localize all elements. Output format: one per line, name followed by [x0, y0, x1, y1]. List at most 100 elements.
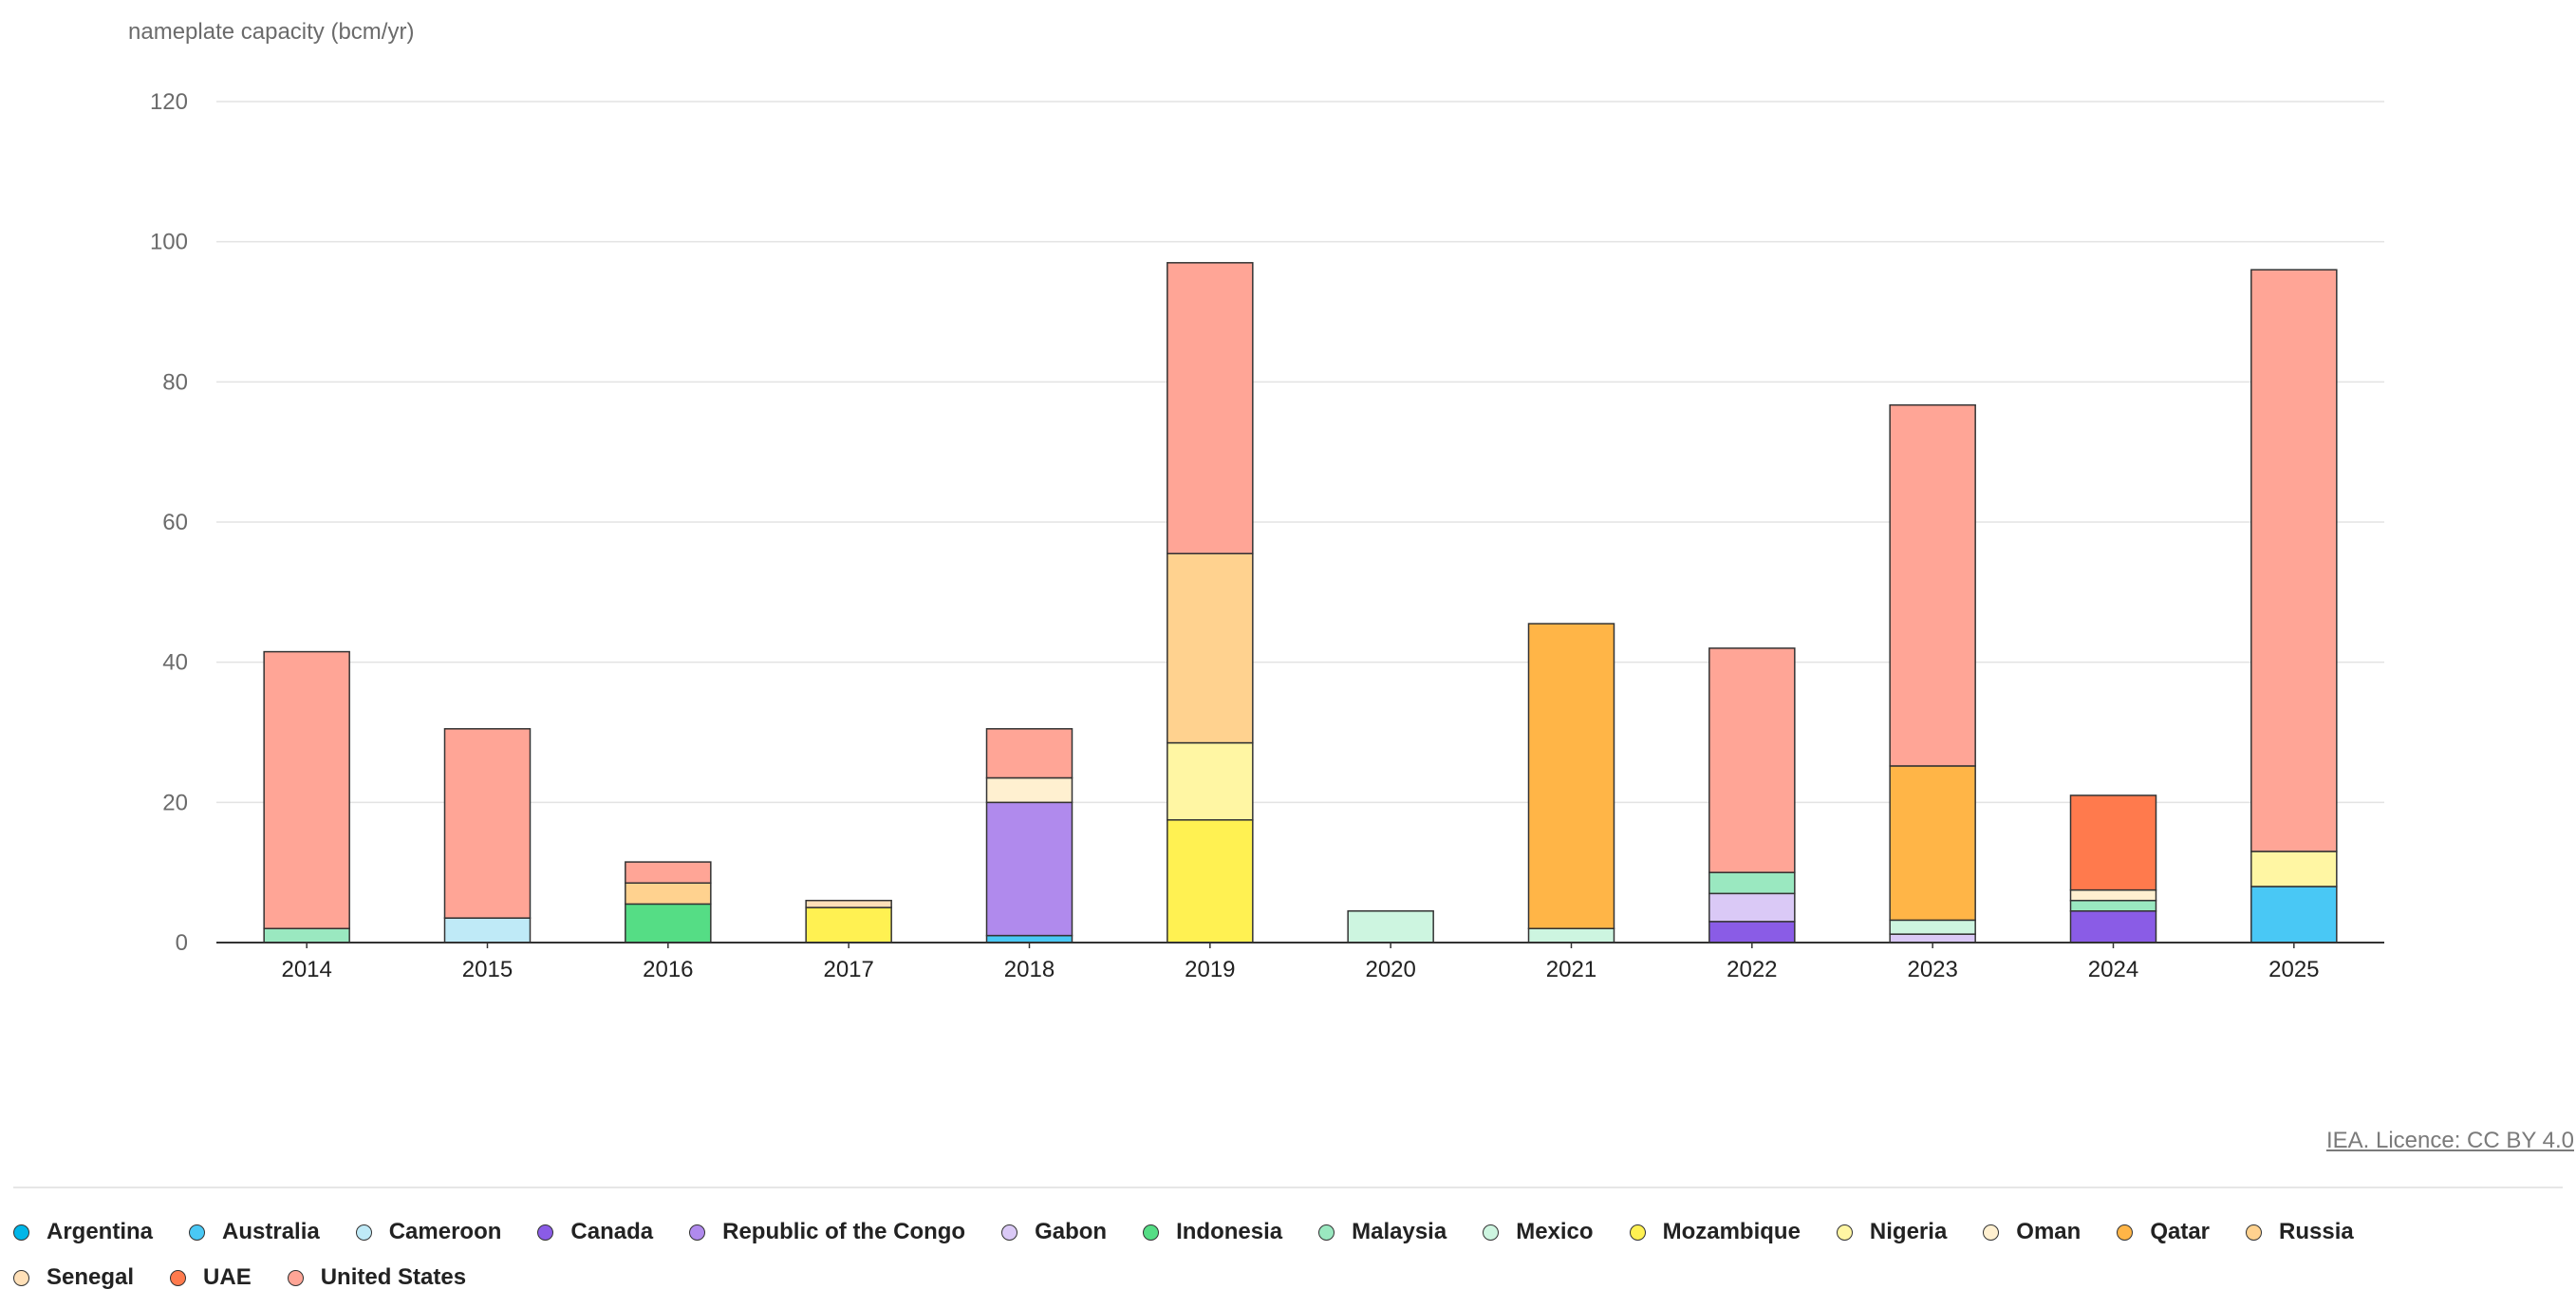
x-tick-label: 2017 [823, 957, 873, 982]
legend-swatch [287, 1269, 304, 1286]
bar-segment[interactable] [263, 650, 350, 929]
legend-swatch [1836, 1224, 1853, 1241]
bar-segment[interactable] [625, 861, 712, 884]
bar-stack-2017 [805, 899, 892, 944]
bar-segment[interactable] [985, 934, 1073, 944]
legend-item[interactable]: Russia [2246, 1217, 2354, 1247]
y-tick-labels: 0 20 40 60 80 100 120 [150, 89, 188, 956]
x-tick-label: 2025 [2268, 957, 2319, 982]
x-tick-label: 2014 [281, 957, 331, 982]
legend-item[interactable]: Nigeria [1836, 1217, 1948, 1247]
legend-item[interactable]: Canada [537, 1217, 653, 1247]
bar-segment[interactable] [985, 728, 1073, 779]
legend-item[interactable]: Gabon [1001, 1217, 1107, 1247]
bar-segment[interactable] [1347, 910, 1434, 944]
legend-swatch [1629, 1224, 1646, 1241]
y-tick-label: 100 [150, 230, 188, 255]
bar-segment[interactable] [805, 906, 892, 944]
bar-segment[interactable] [263, 927, 350, 944]
bar-segment[interactable] [2069, 910, 2157, 944]
legend-item[interactable]: Senegal [13, 1262, 134, 1293]
x-tick-label: 2016 [643, 957, 693, 982]
y-tick-label: 0 [176, 930, 188, 956]
bar-segment[interactable] [625, 903, 712, 944]
y-tick-label: 20 [162, 790, 188, 815]
y-tick-label: 40 [162, 650, 188, 676]
bar-segment[interactable] [2069, 888, 2157, 902]
bar-stacks [263, 262, 2338, 944]
legend-label: Qatar [2150, 1219, 2211, 1244]
bar-segment[interactable] [625, 882, 712, 906]
bar-segment[interactable] [1527, 623, 1615, 929]
bar-stack-2022 [1708, 647, 1796, 944]
bar-segment[interactable] [443, 728, 532, 919]
bar-segment[interactable] [443, 917, 532, 944]
legend-swatch [2246, 1224, 2263, 1241]
bar-segment[interactable] [2069, 899, 2157, 912]
y-tick-label: 80 [162, 369, 188, 395]
legend-label: Malaysia [1352, 1219, 1447, 1244]
bar-segment[interactable] [1889, 403, 1976, 767]
legend-swatch [537, 1224, 554, 1241]
bar-segment[interactable] [1167, 741, 1254, 821]
bar-segment[interactable] [1708, 921, 1796, 944]
bar-segment[interactable] [1167, 819, 1254, 944]
legend-label: UAE [203, 1264, 252, 1290]
bar-segment[interactable] [1708, 647, 1796, 873]
bar-segment[interactable] [1889, 919, 1976, 935]
bar-stack-2024 [2069, 794, 2157, 944]
legend-item[interactable]: United States [287, 1262, 466, 1293]
x-tick-label: 2018 [1004, 957, 1055, 982]
bar-segment[interactable] [2250, 886, 2338, 944]
bar-segment[interactable] [1527, 927, 1615, 944]
legend-swatch [1983, 1224, 2000, 1241]
legend-item[interactable]: Republic of the Congo [689, 1217, 965, 1247]
bar-segment[interactable] [1708, 871, 1796, 895]
y-tick-label: 120 [150, 89, 188, 115]
bar-segment[interactable] [805, 899, 892, 908]
legend-label: Indonesia [1176, 1219, 1283, 1244]
bar-segment[interactable] [985, 776, 1073, 804]
bar-segment[interactable] [2250, 850, 2338, 888]
legend-item[interactable]: Malaysia [1318, 1217, 1447, 1247]
bar-segment[interactable] [985, 801, 1073, 937]
legend-item[interactable]: Mexico [1483, 1217, 1594, 1247]
x-tick-label: 2015 [462, 957, 513, 982]
bar-stack-2021 [1527, 623, 1615, 944]
legend-item[interactable]: Qatar [2117, 1217, 2210, 1247]
legend-label: Nigeria [1869, 1219, 1948, 1244]
legend-item[interactable]: Indonesia [1143, 1217, 1282, 1247]
bar-segment[interactable] [1889, 765, 1976, 922]
bar-segment[interactable] [1167, 552, 1254, 744]
y-tick-label: 60 [162, 510, 188, 535]
legend-swatch [13, 1269, 29, 1286]
y-axis-title: nameplate capacity (bcm/yr) [128, 19, 415, 45]
legend-swatch [355, 1224, 372, 1241]
legend-swatch [1318, 1224, 1335, 1241]
legend-item[interactable]: UAE [170, 1262, 252, 1293]
bar-segment[interactable] [2069, 794, 2157, 891]
legend-item[interactable]: Cameroon [355, 1217, 501, 1247]
legend-item[interactable]: Argentina [13, 1217, 153, 1247]
x-tick-label: 2020 [1365, 957, 1415, 982]
bar-stack-2019 [1167, 262, 1254, 944]
bar-segment[interactable] [1889, 933, 1976, 944]
legend-item[interactable]: Mozambique [1629, 1217, 1801, 1247]
legend-swatch [1483, 1224, 1500, 1241]
legend-label: Argentina [47, 1219, 154, 1244]
bar-segment[interactable] [1708, 892, 1796, 923]
legend-label: Canada [570, 1219, 654, 1244]
legend-label: Mozambique [1662, 1219, 1801, 1244]
legend-item[interactable]: Oman [1983, 1217, 2081, 1247]
legend-item[interactable]: Australia [189, 1217, 320, 1247]
legend-label: Senegal [47, 1264, 135, 1290]
legend-label: Gabon [1035, 1219, 1108, 1244]
bar-segment[interactable] [1167, 262, 1254, 554]
bar-segment[interactable] [2250, 269, 2338, 852]
legend-label: Republic of the Congo [722, 1219, 966, 1244]
bar-stack-2020 [1347, 910, 1434, 944]
x-tick-label: 2019 [1185, 957, 1235, 982]
x-tick-label: 2024 [2088, 957, 2138, 982]
legend: Argentina Australia Cameroon Canada Republic… [13, 1217, 2538, 1293]
license-link[interactable]: IEA. Licence: CC BY 4.0 [2325, 1128, 2574, 1153]
